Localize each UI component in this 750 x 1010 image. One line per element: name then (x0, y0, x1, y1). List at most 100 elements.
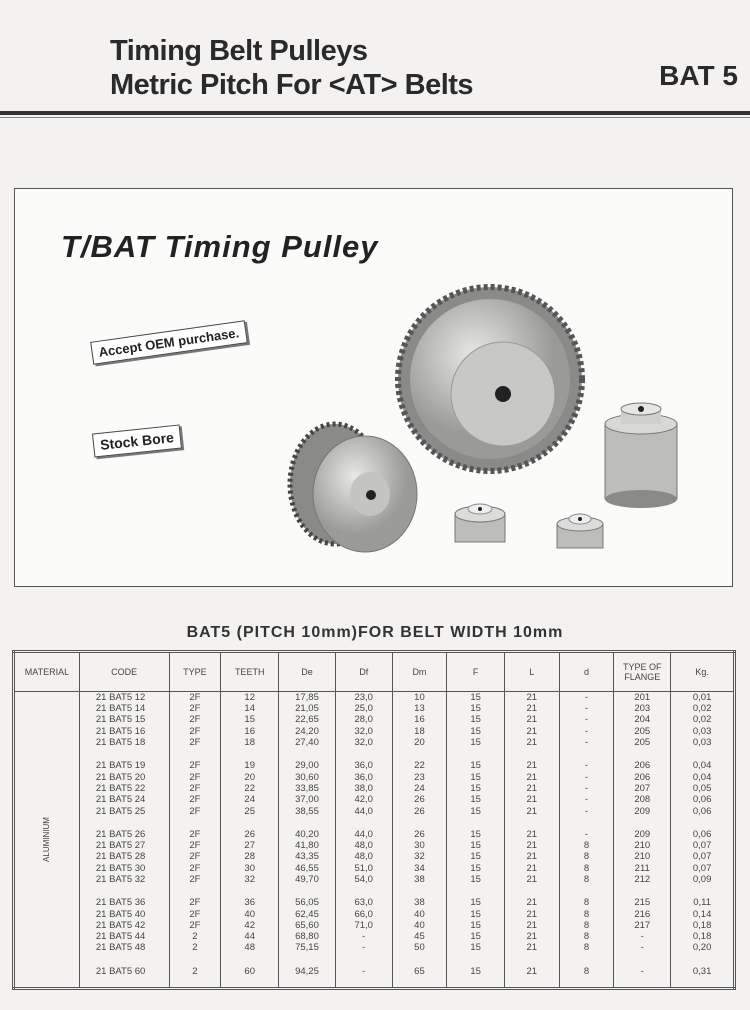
table-cell: 30 (391, 839, 448, 852)
table-cell: 40 (391, 919, 448, 932)
table-cell: 21 (503, 965, 560, 977)
table-cell: - (558, 736, 615, 749)
spacer-cell (168, 953, 222, 966)
photo-title: T/BAT Timing Pulley (61, 229, 379, 264)
product-code: BAT 5 (659, 60, 738, 91)
table-cell: 21 (503, 908, 560, 920)
table-cell: 21 (503, 782, 560, 795)
table-cell: 65,60 (278, 919, 336, 932)
spacer-cell (168, 816, 222, 829)
spacer-cell (613, 976, 672, 989)
table-cell: - (558, 714, 615, 726)
table-cell: 2F (168, 760, 222, 772)
table-cell: 18 (220, 736, 280, 749)
table-cell: 2F (168, 873, 222, 886)
table-cell: 2F (168, 897, 222, 909)
table-cell: 41,80 (278, 839, 336, 852)
spacer-cell (220, 953, 280, 966)
table-row: ALUMINIUM 21 BAT5 12 2F 12 17,85 23,0 10 15 21-2… (13, 690, 735, 990)
table-cell: 0,06 (670, 805, 735, 817)
table-cell: 15 (446, 873, 505, 886)
spacer-cell (613, 885, 672, 898)
table-row: 21 BAT5 14 2F 14 21,05 25,0 13 15 21-203 0,02 (14, 703, 735, 715)
table-cell: 206 (613, 760, 672, 772)
table-cell: - (334, 965, 393, 977)
table-cell: 216 (613, 908, 672, 920)
column-header: d (558, 651, 615, 692)
table-cell: 2F (168, 703, 222, 715)
table-cell: 27 (220, 839, 280, 852)
spacer-cell (446, 976, 505, 989)
table-cell: 22 (391, 760, 448, 772)
table-cell: 8 (558, 919, 615, 932)
spacer-cell (558, 816, 615, 829)
table-cell: 46,55 (278, 862, 336, 874)
table-cell: 21 BAT5 22 (78, 782, 170, 795)
table-cell: 15 (446, 714, 505, 726)
table-cell: 30 (220, 862, 280, 874)
spacer-cell (613, 816, 672, 829)
table-cell: 2F (168, 862, 222, 874)
table-cell: 0,18 (670, 931, 735, 943)
table-cell: 0,31 (670, 965, 735, 977)
table-row: 21 BAT5 32 2F 32 49,70 54,0 38 15 21 8 212 0,09 (14, 873, 735, 886)
table-cell: 18 (391, 725, 448, 737)
table-cell: 65 (391, 965, 448, 977)
table-cell: 12 (220, 691, 280, 703)
table-row: 21 BAT5 15 2F 15 22,65 28,0 16 15 21-204 0,02 (14, 714, 735, 726)
table-cell: 25 (220, 805, 280, 817)
table-cell: 15 (446, 805, 505, 817)
table-row: 21 BAT5 30 2F 30 46,55 51,0 34 15 21 8 211 0,07 (14, 862, 735, 874)
table-row: 21 BAT5 42 2F 42 65,60 71,0 40 15 21 8 217 0,18 (14, 919, 735, 932)
table-row: 21 BAT5 24 2F 24 37,00 42,0 26 15 21-208 0,06 (14, 794, 735, 806)
table-cell: 75,15 (278, 942, 336, 954)
table-cell: 0,07 (670, 839, 735, 852)
column-header: Kg. (670, 651, 735, 692)
medium-pulley (287, 421, 418, 553)
table-cell: 15 (446, 931, 505, 943)
table-cell: 42,0 (334, 794, 393, 806)
table-cell: 2F (168, 725, 222, 737)
table-cell: 21 BAT5 28 (78, 851, 170, 863)
table-cell: - (334, 942, 393, 954)
table-cell: 15 (446, 782, 505, 795)
table-cell: 28,0 (334, 714, 393, 726)
spacer-cell (278, 885, 336, 898)
table-cell: 23 (391, 771, 448, 783)
table-cell: 44,0 (334, 828, 393, 840)
table-row: 21 BAT5 22 2F 22 33,85 38,0 24 15 21-207 0,05 (14, 782, 735, 795)
table-cell: 25,0 (334, 703, 393, 715)
table-cell: 21 (503, 736, 560, 749)
table-cell: 22 (220, 782, 280, 795)
spacer-cell (278, 816, 336, 829)
table-cell: 16 (220, 725, 280, 737)
table-cell: 15 (220, 714, 280, 726)
table-cell: 0,20 (670, 942, 735, 954)
table-row: 21 BAT5 27 2F 27 41,80 48,0 30 15 21 8 210 0,07 (14, 839, 735, 852)
pulley-illustration (287, 284, 678, 553)
table-cell: 42 (220, 919, 280, 932)
title-line-1: Timing Belt Pulleys (110, 35, 368, 67)
table-cell: 38,0 (334, 782, 393, 795)
table-cell: 21,05 (278, 703, 336, 715)
table-row: 21 BAT5 28 2F 28 43,35 48,0 32 15 21 8 210 0,07 (14, 851, 735, 863)
table-cell: 2F (168, 805, 222, 817)
spacer-cell (391, 976, 448, 989)
table-cell: 21 BAT5 20 (78, 771, 170, 783)
table-cell: 48 (220, 942, 280, 954)
table-cell: 48,0 (334, 851, 393, 863)
column-header: TYPE (168, 651, 222, 692)
table-cell: 2F (168, 839, 222, 852)
spacer-cell (220, 976, 280, 989)
table-cell: - (558, 703, 615, 715)
spacer-cell (278, 976, 336, 989)
table-cell: 44 (220, 931, 280, 943)
table-cell: 8 (558, 873, 615, 886)
column-header: TEETH (220, 651, 280, 692)
group-spacer (14, 976, 735, 989)
table-cell: 205 (613, 736, 672, 749)
spacer-cell (558, 953, 615, 966)
group-spacer (14, 953, 735, 966)
table-cell: 40,20 (278, 828, 336, 840)
product-photo: T/BAT Timing Pulley Accept OEM purchase.… (14, 188, 733, 587)
